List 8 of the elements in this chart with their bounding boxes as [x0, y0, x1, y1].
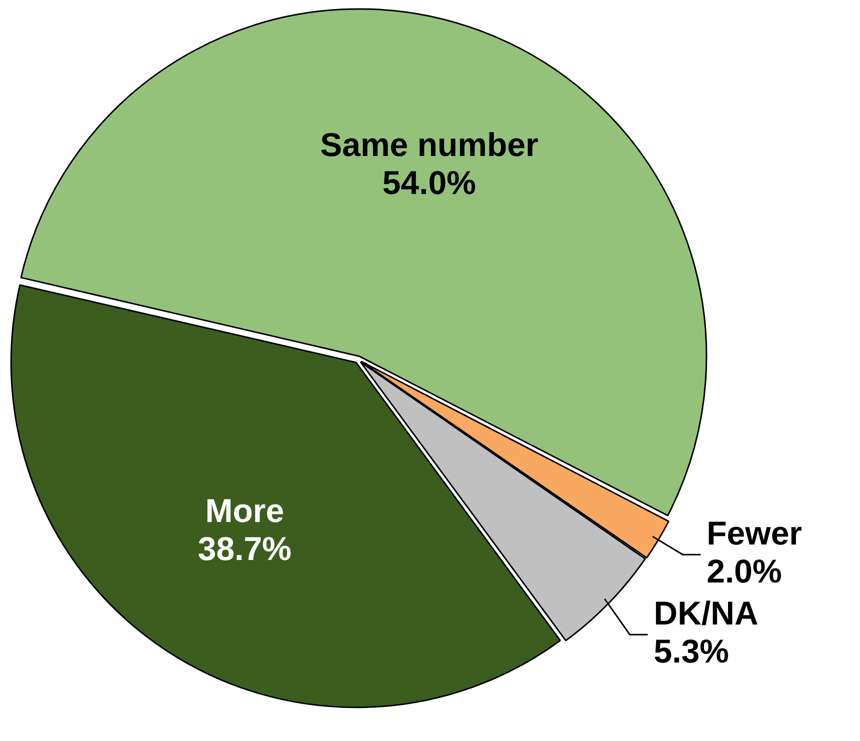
- data-label: 54.0%: [382, 164, 476, 202]
- data-label: 38.7%: [198, 530, 292, 567]
- data-label: 2.0%: [706, 552, 782, 590]
- slice-label: DK/NA: [654, 594, 758, 632]
- slice-label: More: [205, 492, 284, 529]
- slice-label: Same number: [320, 126, 538, 164]
- slice-label: Fewer: [706, 514, 802, 552]
- data-label: 5.3%: [654, 632, 730, 670]
